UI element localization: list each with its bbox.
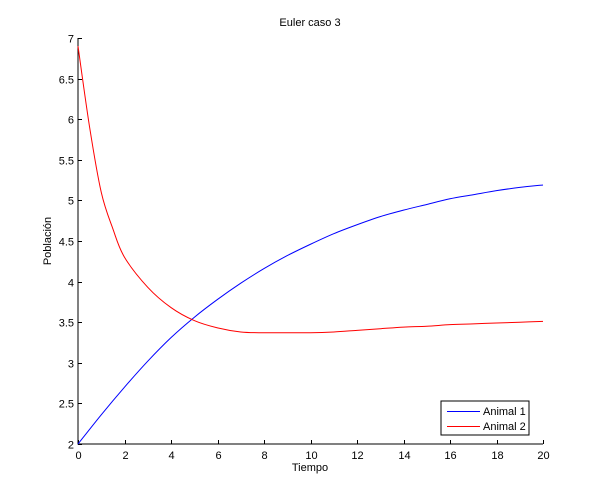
y-tick-label: 3 [68,359,74,371]
legend-box [440,400,530,436]
x-tick-label: 2 [122,450,128,462]
y-tick-label: 4 [68,278,74,290]
x-tick-label: 20 [537,450,549,462]
chart-title: Euler caso 3 [279,17,340,29]
legend-label-animal-1: Animal 1 [483,406,526,418]
x-tick-label: 0 [75,450,81,462]
x-tick-label: 10 [305,450,317,462]
y-tick-label: 2 [68,440,74,452]
y-tick-label: 7 [68,34,74,46]
x-tick-label: 6 [215,450,221,462]
y-tick-label: 4.5 [59,237,74,249]
x-tick-label: 14 [398,450,410,462]
plot-lines [77,46,544,445]
legend-label-animal-2: Animal 2 [483,421,526,433]
x-tick-label: 12 [351,450,363,462]
y-tick-label: 6.5 [59,75,74,87]
series-line-animal-2 [77,46,544,334]
x-axis-label: Tiempo [292,462,328,474]
x-tick-label: 16 [444,450,456,462]
y-tick-label: 6 [68,115,74,127]
legend: Animal 1 Animal 2 [440,400,530,436]
x-tick-label: 8 [261,450,267,462]
y-axis-label: Población [42,217,54,265]
x-tick-label: 18 [491,450,503,462]
series-line-animal-1 [77,184,544,445]
y-tick-label: 5 [68,196,74,208]
x-tick-label: 4 [168,450,174,462]
y-tick-label: 2.5 [59,399,74,411]
y-tick-label: 5.5 [59,156,74,168]
y-tick-label: 3.5 [59,318,74,330]
